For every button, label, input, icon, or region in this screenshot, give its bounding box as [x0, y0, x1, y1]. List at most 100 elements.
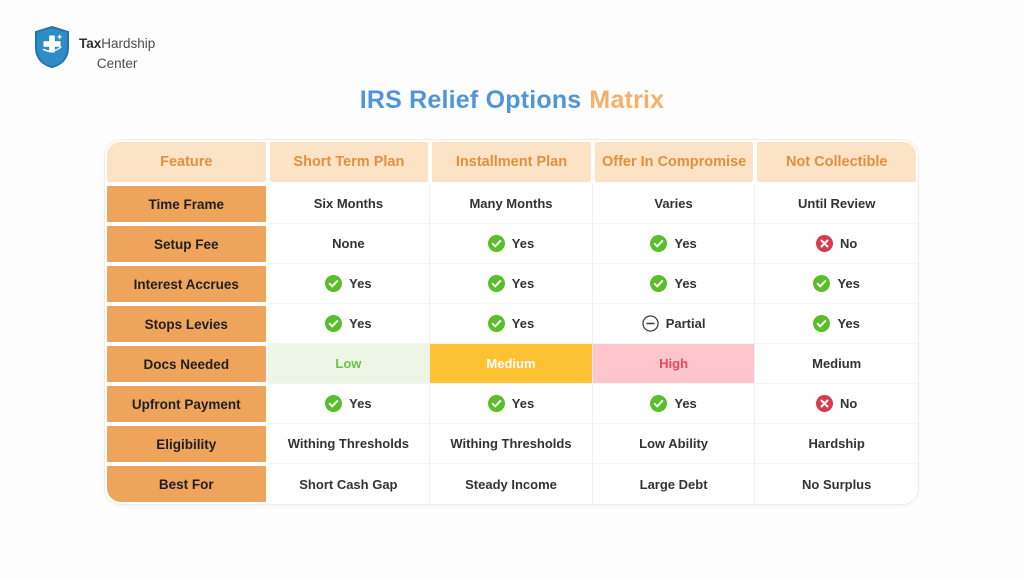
column-header-feature: Feature [105, 140, 268, 184]
cell-label: Short Cash Gap [299, 476, 398, 492]
brand-name-regular: Hardship [101, 36, 156, 51]
cell-label: Yes [837, 276, 860, 291]
feature-cell: Eligibility [105, 424, 268, 464]
table-cell: Medium [430, 344, 593, 384]
table-cell: Yes [755, 264, 918, 304]
cell-label: Withing Thresholds [450, 436, 572, 451]
cell-label: Yes [674, 276, 697, 291]
cell-label: Large Debt [639, 476, 708, 492]
table-cell: Yes [267, 264, 431, 304]
table-cell: Hardship [755, 424, 918, 464]
column-header-short-term-plan: Short Term Plan [267, 140, 431, 184]
check-circle-icon [487, 235, 505, 252]
table-cell: Partial [592, 304, 756, 344]
table-cell: Yes [592, 224, 756, 264]
cell-label: Yes [511, 276, 535, 291]
brand-name-bold: Tax [79, 36, 102, 51]
table-cell: Six Months [267, 184, 431, 224]
cell-label: Six Months [313, 196, 384, 211]
table-cell: Yes [430, 264, 593, 304]
table-cell: No Surplus [755, 464, 918, 504]
cell-label: Yes [511, 316, 535, 331]
cell-label: None [332, 236, 365, 251]
table-cell: No [755, 384, 918, 424]
cell-label: Yes [349, 276, 372, 291]
check-circle-icon [813, 315, 831, 332]
brand-name-line2: Center [96, 55, 138, 71]
cell-label: Yes [674, 236, 697, 251]
column-header-not-collectible: Not Collectible [755, 140, 918, 184]
table-row: Upfront Payment Yes Yes Yes No [105, 384, 918, 424]
table-cell: Yes [430, 224, 593, 264]
table-cell: Until Review [755, 184, 918, 224]
table-row: Best For Short Cash Gap Steady Income Large… [105, 464, 918, 504]
cell-label: No [840, 396, 858, 411]
check-circle-icon [325, 275, 343, 292]
table-cell: Short Cash Gap [267, 464, 431, 504]
check-circle-icon [325, 315, 343, 332]
check-circle-icon [650, 395, 668, 412]
table-row: Setup Fee None Yes Yes No [105, 224, 918, 264]
column-header-offer-in-compromise: Offer In Compromise [592, 140, 756, 184]
check-circle-icon [650, 275, 668, 292]
table-cell: High [592, 344, 756, 384]
column-header-installment-plan: Installment Plan [430, 140, 593, 184]
check-circle-icon [487, 395, 505, 412]
feature-cell: Interest Accrues [105, 264, 268, 304]
page-title: IRS Relief Options Matrix [0, 86, 1024, 115]
table-cell: Steady Income [430, 464, 593, 504]
cell-label: Varies [654, 196, 693, 211]
cell-label: Low Ability [639, 436, 709, 451]
cell-label: Medium [486, 356, 536, 371]
feature-cell: Setup Fee [105, 224, 268, 264]
table-cell: Low Ability [592, 424, 756, 464]
check-circle-icon [487, 315, 505, 332]
table-cell: None [267, 224, 431, 264]
x-circle-icon [816, 235, 834, 252]
table-row: Time Frame Six Months Many Months Varies Unt… [105, 184, 918, 224]
table-cell: Yes [755, 304, 918, 344]
table-cell: Yes [592, 264, 756, 304]
table-row: Stops Levies Yes Yes Partial Yes [105, 304, 918, 344]
table-cell: Yes [267, 384, 431, 424]
cell-label: Yes [349, 396, 372, 411]
x-circle-icon [816, 395, 834, 412]
table-cell: Yes [430, 304, 593, 344]
table-cell: No [755, 224, 918, 264]
shield-cross-icon [34, 25, 70, 69]
cell-label: Medium [812, 356, 862, 371]
cell-label: Yes [349, 316, 372, 331]
table-header-row: Feature Short Term Plan Installment Plan Of… [105, 140, 918, 184]
feature-cell: Time Frame [105, 184, 268, 224]
cell-label: Withing Thresholds [287, 436, 409, 451]
cell-label: Low [335, 356, 362, 371]
check-circle-icon [487, 275, 505, 292]
table-cell: Yes [267, 304, 431, 344]
cell-label: Partial [665, 316, 706, 331]
table-cell: Many Months [430, 184, 593, 224]
minus-circle-icon [642, 315, 659, 332]
cell-label: Yes [511, 236, 535, 251]
table-cell: Yes [592, 384, 756, 424]
feature-cell: Best For [105, 464, 268, 504]
page-title-accent: Matrix [589, 86, 665, 114]
feature-cell: Upfront Payment [105, 384, 268, 424]
cell-label: High [659, 356, 689, 371]
feature-cell: Stops Levies [105, 304, 268, 344]
table-cell: Medium [755, 344, 918, 384]
cell-label: Until Review [798, 196, 876, 211]
cell-label: Many Months [469, 196, 553, 211]
table-cell: Varies [592, 184, 756, 224]
check-circle-icon [650, 235, 668, 252]
cell-label: No Surplus [802, 476, 872, 492]
table-cell: Yes [430, 384, 593, 424]
feature-cell: Docs Needed [105, 344, 268, 384]
cell-label: Yes [837, 316, 860, 331]
check-circle-icon [325, 395, 343, 412]
table-cell: Low [267, 344, 431, 384]
table-cell: Large Debt [592, 464, 756, 504]
table-row: Docs Needed Low Medium High Medium [105, 344, 918, 384]
cell-label: Yes [511, 396, 535, 411]
check-circle-icon [813, 275, 831, 292]
page-title-main: IRS Relief Options [359, 86, 582, 114]
